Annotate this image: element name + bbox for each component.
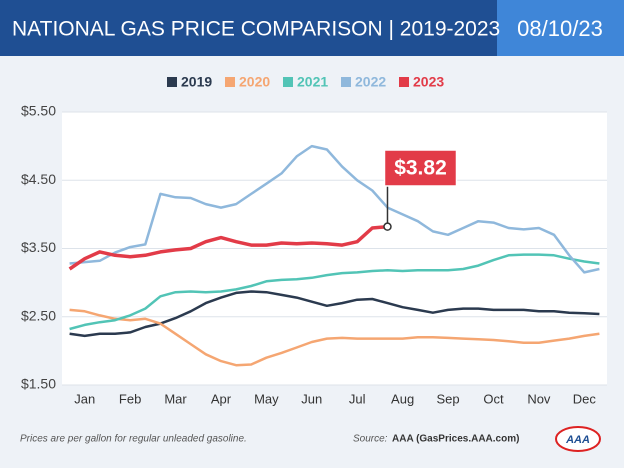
series-line <box>69 308 600 367</box>
x-tick-label: Mar <box>164 391 187 406</box>
date-box <box>497 0 624 56</box>
series-line <box>69 144 600 274</box>
legend-label: 2021 <box>297 74 328 90</box>
x-tick-label: Jun <box>301 391 322 406</box>
source: AAA (GasPrices.AAA.com) <box>392 434 519 445</box>
header-date: 08/10/23 <box>517 16 603 41</box>
legend-swatch <box>225 77 235 87</box>
footnote: Prices are per gallon for regular unlead… <box>20 434 247 445</box>
x-tick-label: Aug <box>391 391 414 406</box>
y-tick-label: $3.50 <box>21 239 56 255</box>
logo-ring <box>555 426 601 452</box>
x-tick-label: May <box>254 391 279 406</box>
header-title: NATIONAL GAS PRICE COMPARISON | 2019-202… <box>12 18 500 41</box>
logo: AAA <box>565 434 590 446</box>
x-tick-label: Feb <box>119 391 141 406</box>
series-line <box>68 224 388 271</box>
series-line <box>69 253 600 331</box>
y-tick-label: $4.50 <box>21 171 56 187</box>
legend-label: 2022 <box>355 74 386 90</box>
legend-label: 2020 <box>239 74 270 90</box>
callout-box <box>383 149 458 187</box>
x-tick-label: Sep <box>436 391 459 406</box>
y-tick-label: $2.50 <box>21 307 56 323</box>
legend-swatch <box>283 77 293 87</box>
legend-swatch <box>341 77 351 87</box>
content: $1.50 $2.50 $3.50 $4.50 $5.50 Jan Feb Mar Apr May… <box>21 74 607 406</box>
header-bar <box>0 0 497 56</box>
x-tick-label: Nov <box>527 391 551 406</box>
legend-swatch <box>167 77 177 87</box>
x-tick-label: Jul <box>349 391 366 406</box>
x-tick-label: Dec <box>573 391 597 406</box>
x-tick-label: Jan <box>74 391 95 406</box>
legend-label: 2019 <box>181 74 212 90</box>
source-label: Source: <box>353 434 388 445</box>
legend-label: 2023 <box>413 74 444 90</box>
end-point <box>383 222 392 231</box>
x-tick-label: Oct <box>483 391 504 406</box>
y-tick-label: $5.50 <box>21 103 56 119</box>
series-line <box>69 290 600 338</box>
y-tick-label: $1.50 <box>21 376 56 392</box>
legend-swatch <box>399 77 409 87</box>
data-label: $3.82 <box>394 157 447 180</box>
x-tick-label: Apr <box>211 391 232 406</box>
